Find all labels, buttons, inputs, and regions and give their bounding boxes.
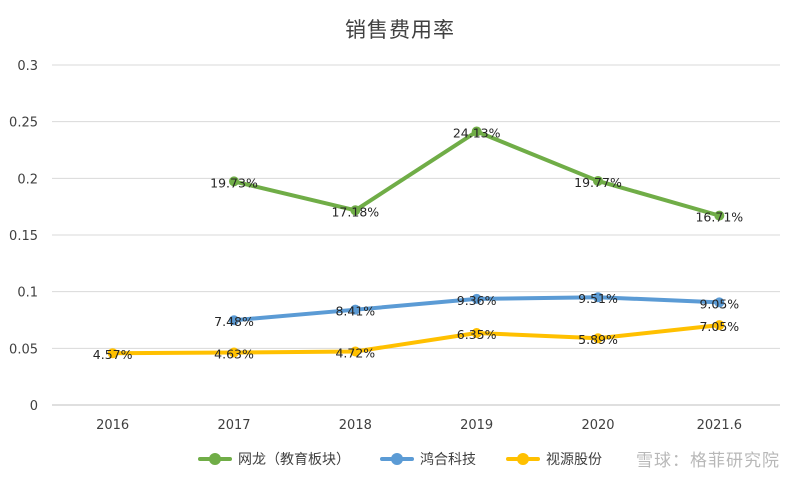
x-tick-label: 2021.6 xyxy=(697,418,743,433)
data-point xyxy=(714,297,725,308)
data-label: 19.73% xyxy=(210,175,258,190)
data-point xyxy=(471,328,482,339)
data-label: 4.63% xyxy=(214,347,254,362)
legend-label-honghe: 鸿合科技 xyxy=(420,452,476,468)
data-label: 9.51% xyxy=(578,291,618,306)
data-point xyxy=(593,292,603,303)
data-label: 4.57% xyxy=(93,347,133,362)
data-label: 19.77% xyxy=(574,175,622,190)
data-point xyxy=(107,348,118,359)
legend-label-netdragon: 网龙（教育板块） xyxy=(238,452,350,468)
data-label: 16.71% xyxy=(695,210,743,225)
data-label: 5.89% xyxy=(578,332,618,347)
x-tick-label: 2018 xyxy=(339,418,372,433)
x-tick-label: 2020 xyxy=(581,418,614,433)
legend-swatch-cvte xyxy=(506,453,540,465)
legend-item-cvte: 视源股份 xyxy=(506,449,602,469)
legend-item-netdragon: 网龙（教育板块） xyxy=(198,449,350,469)
data-point xyxy=(350,346,361,357)
data-label: 9.36% xyxy=(457,293,497,308)
legend-swatch-netdragon xyxy=(198,453,232,465)
y-tick-label: 0.15 xyxy=(9,229,38,244)
data-point xyxy=(471,126,482,137)
data-point xyxy=(229,176,239,187)
data-label: 6.35% xyxy=(457,327,497,342)
data-point xyxy=(714,210,725,221)
y-tick-label: 0.05 xyxy=(9,342,38,357)
data-label: 7.48% xyxy=(214,314,254,329)
x-tick-label: 2019 xyxy=(460,418,493,433)
legend-swatch-honghe xyxy=(380,453,414,465)
data-point xyxy=(593,175,603,186)
legend-label-cvte: 视源股份 xyxy=(546,452,602,468)
data-point xyxy=(350,205,361,216)
data-label: 9.05% xyxy=(699,296,739,311)
data-label: 24.13% xyxy=(453,126,501,141)
y-tick-label: 0.25 xyxy=(9,116,38,131)
data-label: 4.72% xyxy=(335,346,375,361)
x-tick-label: 2017 xyxy=(217,418,250,433)
y-tick-label: 0.1 xyxy=(17,286,38,301)
data-point xyxy=(229,315,239,326)
data-label: 7.05% xyxy=(699,319,739,334)
data-point xyxy=(714,320,725,331)
data-point xyxy=(350,304,361,315)
chart-title: 销售费用率 xyxy=(345,18,455,42)
x-tick-label: 2016 xyxy=(96,418,129,433)
series-line xyxy=(110,323,722,356)
data-point xyxy=(593,333,603,344)
data-point xyxy=(229,347,239,358)
data-point xyxy=(471,293,482,304)
watermark: 雪球：格菲研究院 xyxy=(636,451,780,471)
legend: 网龙（教育板块） 鸿合科技 视源股份 xyxy=(0,449,800,469)
legend-item-honghe: 鸿合科技 xyxy=(380,449,476,469)
y-tick-label: 0 xyxy=(30,399,38,414)
data-label: 17.18% xyxy=(331,204,379,219)
y-tick-label: 0.2 xyxy=(17,172,38,187)
series-line xyxy=(232,129,722,218)
data-label: 8.41% xyxy=(335,304,375,319)
y-tick-label: 0.3 xyxy=(17,59,38,74)
